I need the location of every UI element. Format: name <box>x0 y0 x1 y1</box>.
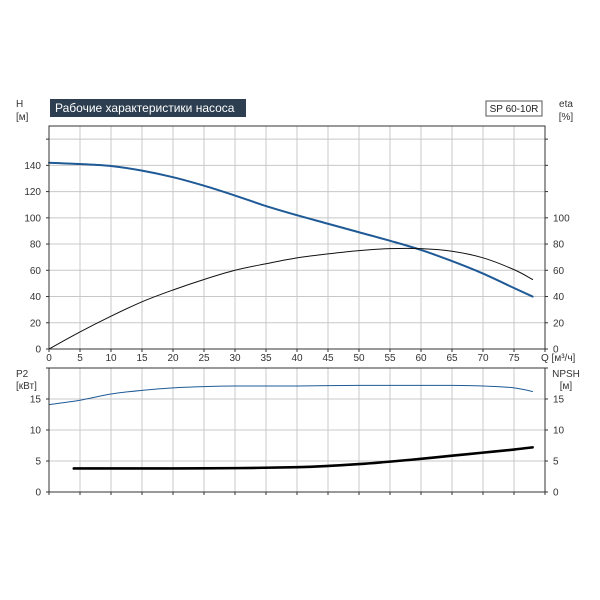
model-box <box>485 100 543 117</box>
eta-curve <box>48 247 534 350</box>
y-tick-label-right: 100 <box>553 213 570 224</box>
y-axis-label-right: eta <box>559 99 573 110</box>
x-tick-label: 45 <box>322 353 334 364</box>
pump-model-label: SP 60-10R <box>490 104 539 115</box>
head-efficiency-panel: 0 20 40 60 80 100 120 140 0 20 40 60 80 100 0 5 10 15 20 25… <box>16 99 576 364</box>
y-tick-label-left: 15 <box>30 395 42 406</box>
x-tick-label: 75 <box>508 353 520 364</box>
y-tick-label-right: 80 <box>553 240 565 251</box>
y-axis-label-right: NPSH <box>552 369 580 380</box>
x-axis-label: Q [м³/ч] <box>541 353 576 364</box>
y-tick-label-left: 0 <box>35 345 41 356</box>
power-npsh-panel: 0 5 10 15 0 5 10 15 P2[кВт] NPSH[м] <box>16 367 580 499</box>
y-tick-label-left: 20 <box>30 318 42 329</box>
y-tick-label-left: 40 <box>30 292 42 303</box>
y-axis-label-right: [%] <box>559 112 574 123</box>
y-tick-label-right: 15 <box>553 395 565 406</box>
x-tick-label: 50 <box>353 353 365 364</box>
chart-title: Рабочие характеристики насоса <box>55 101 235 115</box>
npsh-curve <box>72 446 534 470</box>
y-axis-label-left: P2 <box>16 369 29 380</box>
x-tick-label: 15 <box>136 353 148 364</box>
y-tick-label-right: 60 <box>553 266 565 277</box>
y-axis-label-left: H <box>16 99 23 110</box>
y-tick-label-right: 5 <box>553 457 559 468</box>
y-tick-label-left: 80 <box>30 240 42 251</box>
x-tick-label: 35 <box>260 353 272 364</box>
x-tick-label: 10 <box>105 353 117 364</box>
y-axis-label-left: [м] <box>16 112 29 123</box>
y-tick-label-left: 10 <box>30 426 42 437</box>
x-tick-label: 65 <box>446 353 458 364</box>
y-tick-label-right: 40 <box>553 292 565 303</box>
plot-frame <box>48 125 546 350</box>
y-tick-label-right: 0 <box>553 488 559 499</box>
x-tick-label: 55 <box>384 353 396 364</box>
y-tick-label-right: 0 <box>553 345 559 356</box>
x-tick-label: 30 <box>229 353 241 364</box>
y-tick-label-left: 120 <box>24 187 41 198</box>
x-tick-label: 20 <box>167 353 179 364</box>
x-tick-label: 70 <box>477 353 489 364</box>
y-axis-label-left: [кВт] <box>16 381 37 392</box>
y-tick-label-left: 60 <box>30 266 42 277</box>
x-tick-label: 25 <box>198 353 210 364</box>
x-tick-label: 5 <box>77 353 83 364</box>
y-tick-label-left: 140 <box>24 161 41 172</box>
plot-frame <box>48 367 546 493</box>
x-tick-label: 0 <box>46 353 52 364</box>
p2-curve <box>48 384 534 406</box>
x-tick-label: 40 <box>291 353 303 364</box>
y-tick-label-right: 20 <box>553 318 565 329</box>
title-box <box>50 99 246 117</box>
y-tick-label-left: 100 <box>24 213 41 224</box>
y-tick-label-left: 0 <box>35 488 41 499</box>
x-tick-label: 60 <box>415 353 427 364</box>
head-curve <box>48 161 534 298</box>
y-tick-label-left: 5 <box>35 457 41 468</box>
y-axis-label-right: [м] <box>560 381 573 392</box>
y-tick-label-right: 10 <box>553 426 565 437</box>
